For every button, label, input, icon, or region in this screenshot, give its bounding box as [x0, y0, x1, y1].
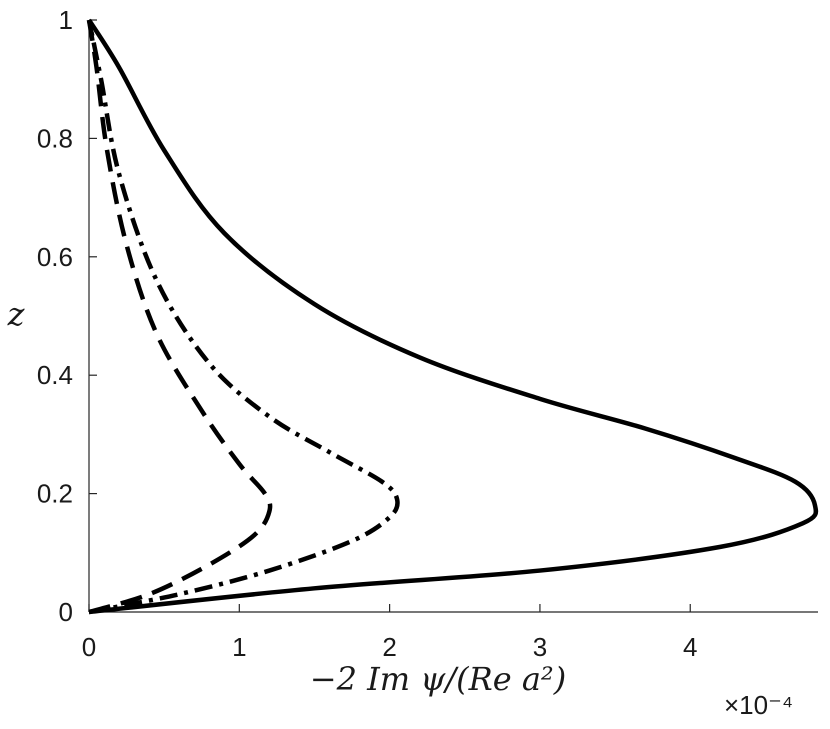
y-tick-label: 1 — [59, 5, 73, 35]
series-line-dashed — [86, 19, 273, 615]
y-tick-label: 0.8 — [37, 123, 73, 153]
x-axis-title: −2 Im ψ/(Re a²) — [310, 660, 566, 698]
series-line-dashdot — [86, 19, 400, 615]
y-tick-label: 0.6 — [37, 242, 73, 272]
x-tick-label: 1 — [232, 632, 246, 662]
y-ticks: 0 0.2 0.4 0.6 0.8 1 — [37, 5, 97, 627]
x-ticks: 0 1 2 3 4 — [82, 604, 697, 662]
series-line-solid — [87, 18, 819, 615]
x-axis-exponent-label: ×10⁻⁴ — [724, 690, 793, 720]
x-tick-label: 4 — [683, 632, 697, 662]
x-tick-label: 3 — [533, 632, 547, 662]
y-axis-title: z — [7, 295, 26, 333]
x-tick-label: 0 — [82, 632, 96, 662]
y-tick-label: 0 — [59, 597, 73, 627]
series-layer — [86, 18, 819, 615]
y-tick-label: 0.4 — [37, 360, 73, 390]
y-tick-label: 0.2 — [37, 479, 73, 509]
x-tick-label: 2 — [382, 632, 396, 662]
axes: 0 1 2 3 4 0 0.2 0.4 0.6 0.8 1 — [37, 5, 818, 662]
